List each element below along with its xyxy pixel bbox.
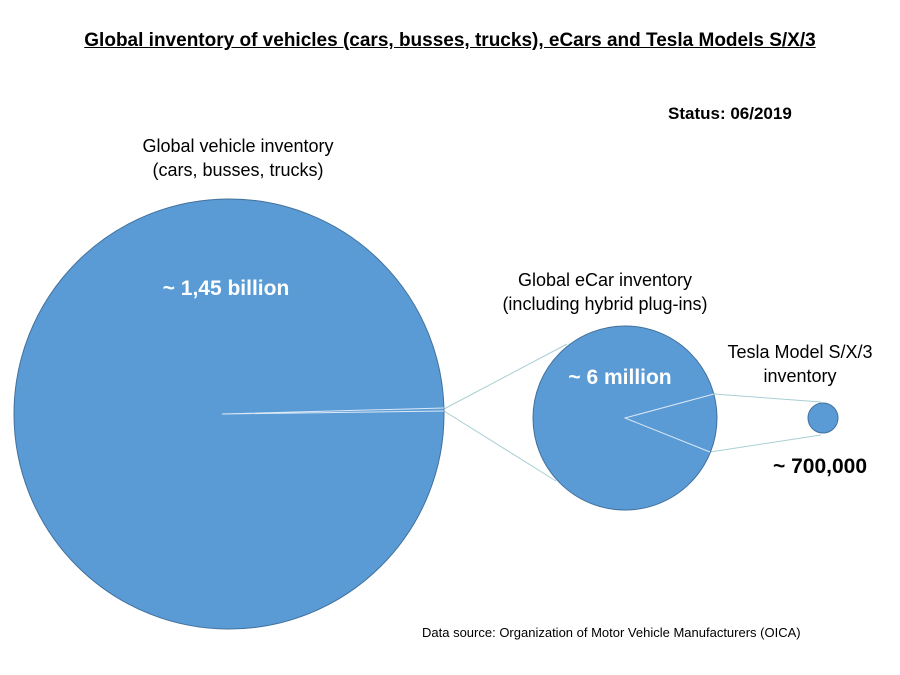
- tesla-label-line2: inventory: [763, 366, 837, 386]
- vehicle-value-label: ~ 1,45 billion: [162, 277, 290, 300]
- chart-title: Global inventory of vehicles (cars, buss…: [84, 30, 816, 51]
- vehicle-label-line2: (cars, busses, trucks): [152, 160, 324, 180]
- vehicle-label: Global vehicle inventory (cars, busses, …: [118, 134, 358, 182]
- connector-line-bottom-2: [709, 434, 822, 453]
- ecar-value-label: ~ 6 million: [568, 366, 672, 389]
- tesla-inventory-circle: [807, 402, 839, 434]
- connector-line-top-2: [713, 393, 822, 403]
- tesla-label-line1: Tesla Model S/X/3: [727, 342, 873, 362]
- ecar-label-line1: Global eCar inventory: [517, 270, 693, 290]
- connector-line-top-1: [443, 343, 568, 410]
- ecar-label-line2: (including hybrid plug-ins): [502, 294, 708, 314]
- vehicle-label-line1: Global vehicle inventory: [142, 136, 334, 156]
- tesla-value-label: ~ 700,000: [772, 455, 867, 478]
- status-label: Status: 06/2019: [668, 104, 792, 123]
- ecar-label: Global eCar inventory (including hybrid …: [480, 268, 730, 316]
- connector-line-bottom-1: [443, 410, 557, 482]
- data-source-note: Data source: Organization of Motor Vehic…: [422, 625, 801, 640]
- ecar-slice-wedge: [623, 393, 715, 453]
- tesla-label: Tesla Model S/X/3 inventory: [710, 340, 890, 388]
- vehicle-slice-wedge: [221, 407, 445, 415]
